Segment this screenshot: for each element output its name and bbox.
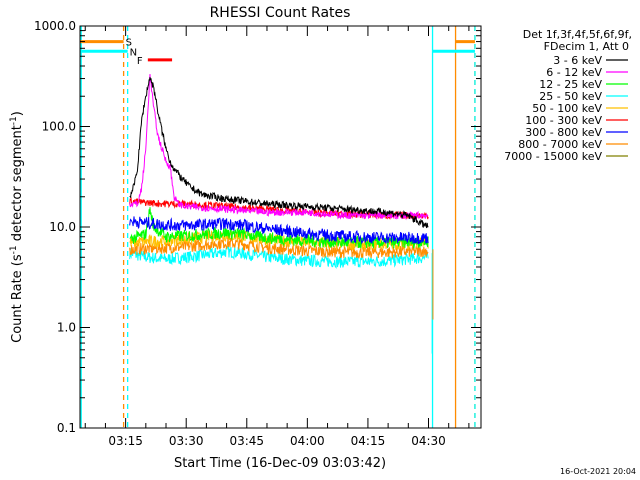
series-line-300-800-kev xyxy=(129,216,429,245)
legend-header-line-2: FDecim 1, Att 0 xyxy=(544,40,629,53)
x-tick-label: 04:00 xyxy=(290,434,325,448)
legend-label: 7000 - 15000 keV xyxy=(504,150,602,163)
flag-label-f: F xyxy=(137,56,143,67)
legend-label: 100 - 300 keV xyxy=(525,114,602,127)
y-axis-label-end: ) xyxy=(10,111,25,116)
flag-label-s: S xyxy=(126,38,132,49)
series-line-12-25-kev xyxy=(129,207,429,249)
footer-timestamp: 16-Oct-2021 20:04 xyxy=(560,467,636,476)
y-axis-label: Count Rate (s-1 detector segment-1) xyxy=(9,111,25,343)
plot-area: SNF xyxy=(80,26,476,428)
legend-label: 300 - 800 keV xyxy=(525,126,602,139)
y-axis: 1000.0 100.0 10.0 1.0 0.1 xyxy=(34,19,481,435)
legend-label: 3 - 6 keV xyxy=(553,54,602,67)
x-tick-label: 04:30 xyxy=(411,434,446,448)
x-axis: 03:15 03:30 03:45 04:00 04:15 04:30 xyxy=(84,26,470,448)
x-tick-label: 03:15 xyxy=(108,434,143,448)
y-tick-label: 10.0 xyxy=(49,220,76,234)
legend-label: 50 - 100 keV xyxy=(532,102,602,115)
chart-title: RHESSI Count Rates xyxy=(210,5,351,21)
y-axis-label-sup2: -1 xyxy=(9,116,19,125)
y-axis-label-sup1: -1 xyxy=(9,245,19,254)
y-tick-label: 100.0 xyxy=(42,120,76,134)
legend-label: 6 - 12 keV xyxy=(546,66,602,79)
legend-label: 800 - 7000 keV xyxy=(518,138,602,151)
series-line-6-12-kev xyxy=(129,73,429,221)
x-tick-label: 03:45 xyxy=(229,434,264,448)
legend: Det 1f,3f,4f,5f,6f,9f, FDecim 1, Att 0 3… xyxy=(504,28,632,163)
y-tick-label: 1000.0 xyxy=(34,19,76,33)
legend-label: 12 - 25 keV xyxy=(539,78,602,91)
y-tick-label: 0.1 xyxy=(57,421,76,435)
x-tick-label: 03:30 xyxy=(169,434,204,448)
flag-label-n: N xyxy=(130,47,137,58)
x-axis-label: Start Time (16-Dec-09 03:03:42) xyxy=(174,456,386,471)
y-axis-label-mid: detector segment xyxy=(10,125,25,245)
series-line-3-6-kev xyxy=(129,77,429,229)
x-tick-label: 04:15 xyxy=(351,434,386,448)
y-axis-label-main: Count Rate (s xyxy=(10,254,25,343)
y-tick-label: 1.0 xyxy=(57,321,76,335)
legend-header-line-1: Det 1f,3f,4f,5f,6f,9f, xyxy=(523,28,632,41)
legend-label: 25 - 50 keV xyxy=(539,90,602,103)
series-line-800-7000-kev xyxy=(129,236,429,259)
